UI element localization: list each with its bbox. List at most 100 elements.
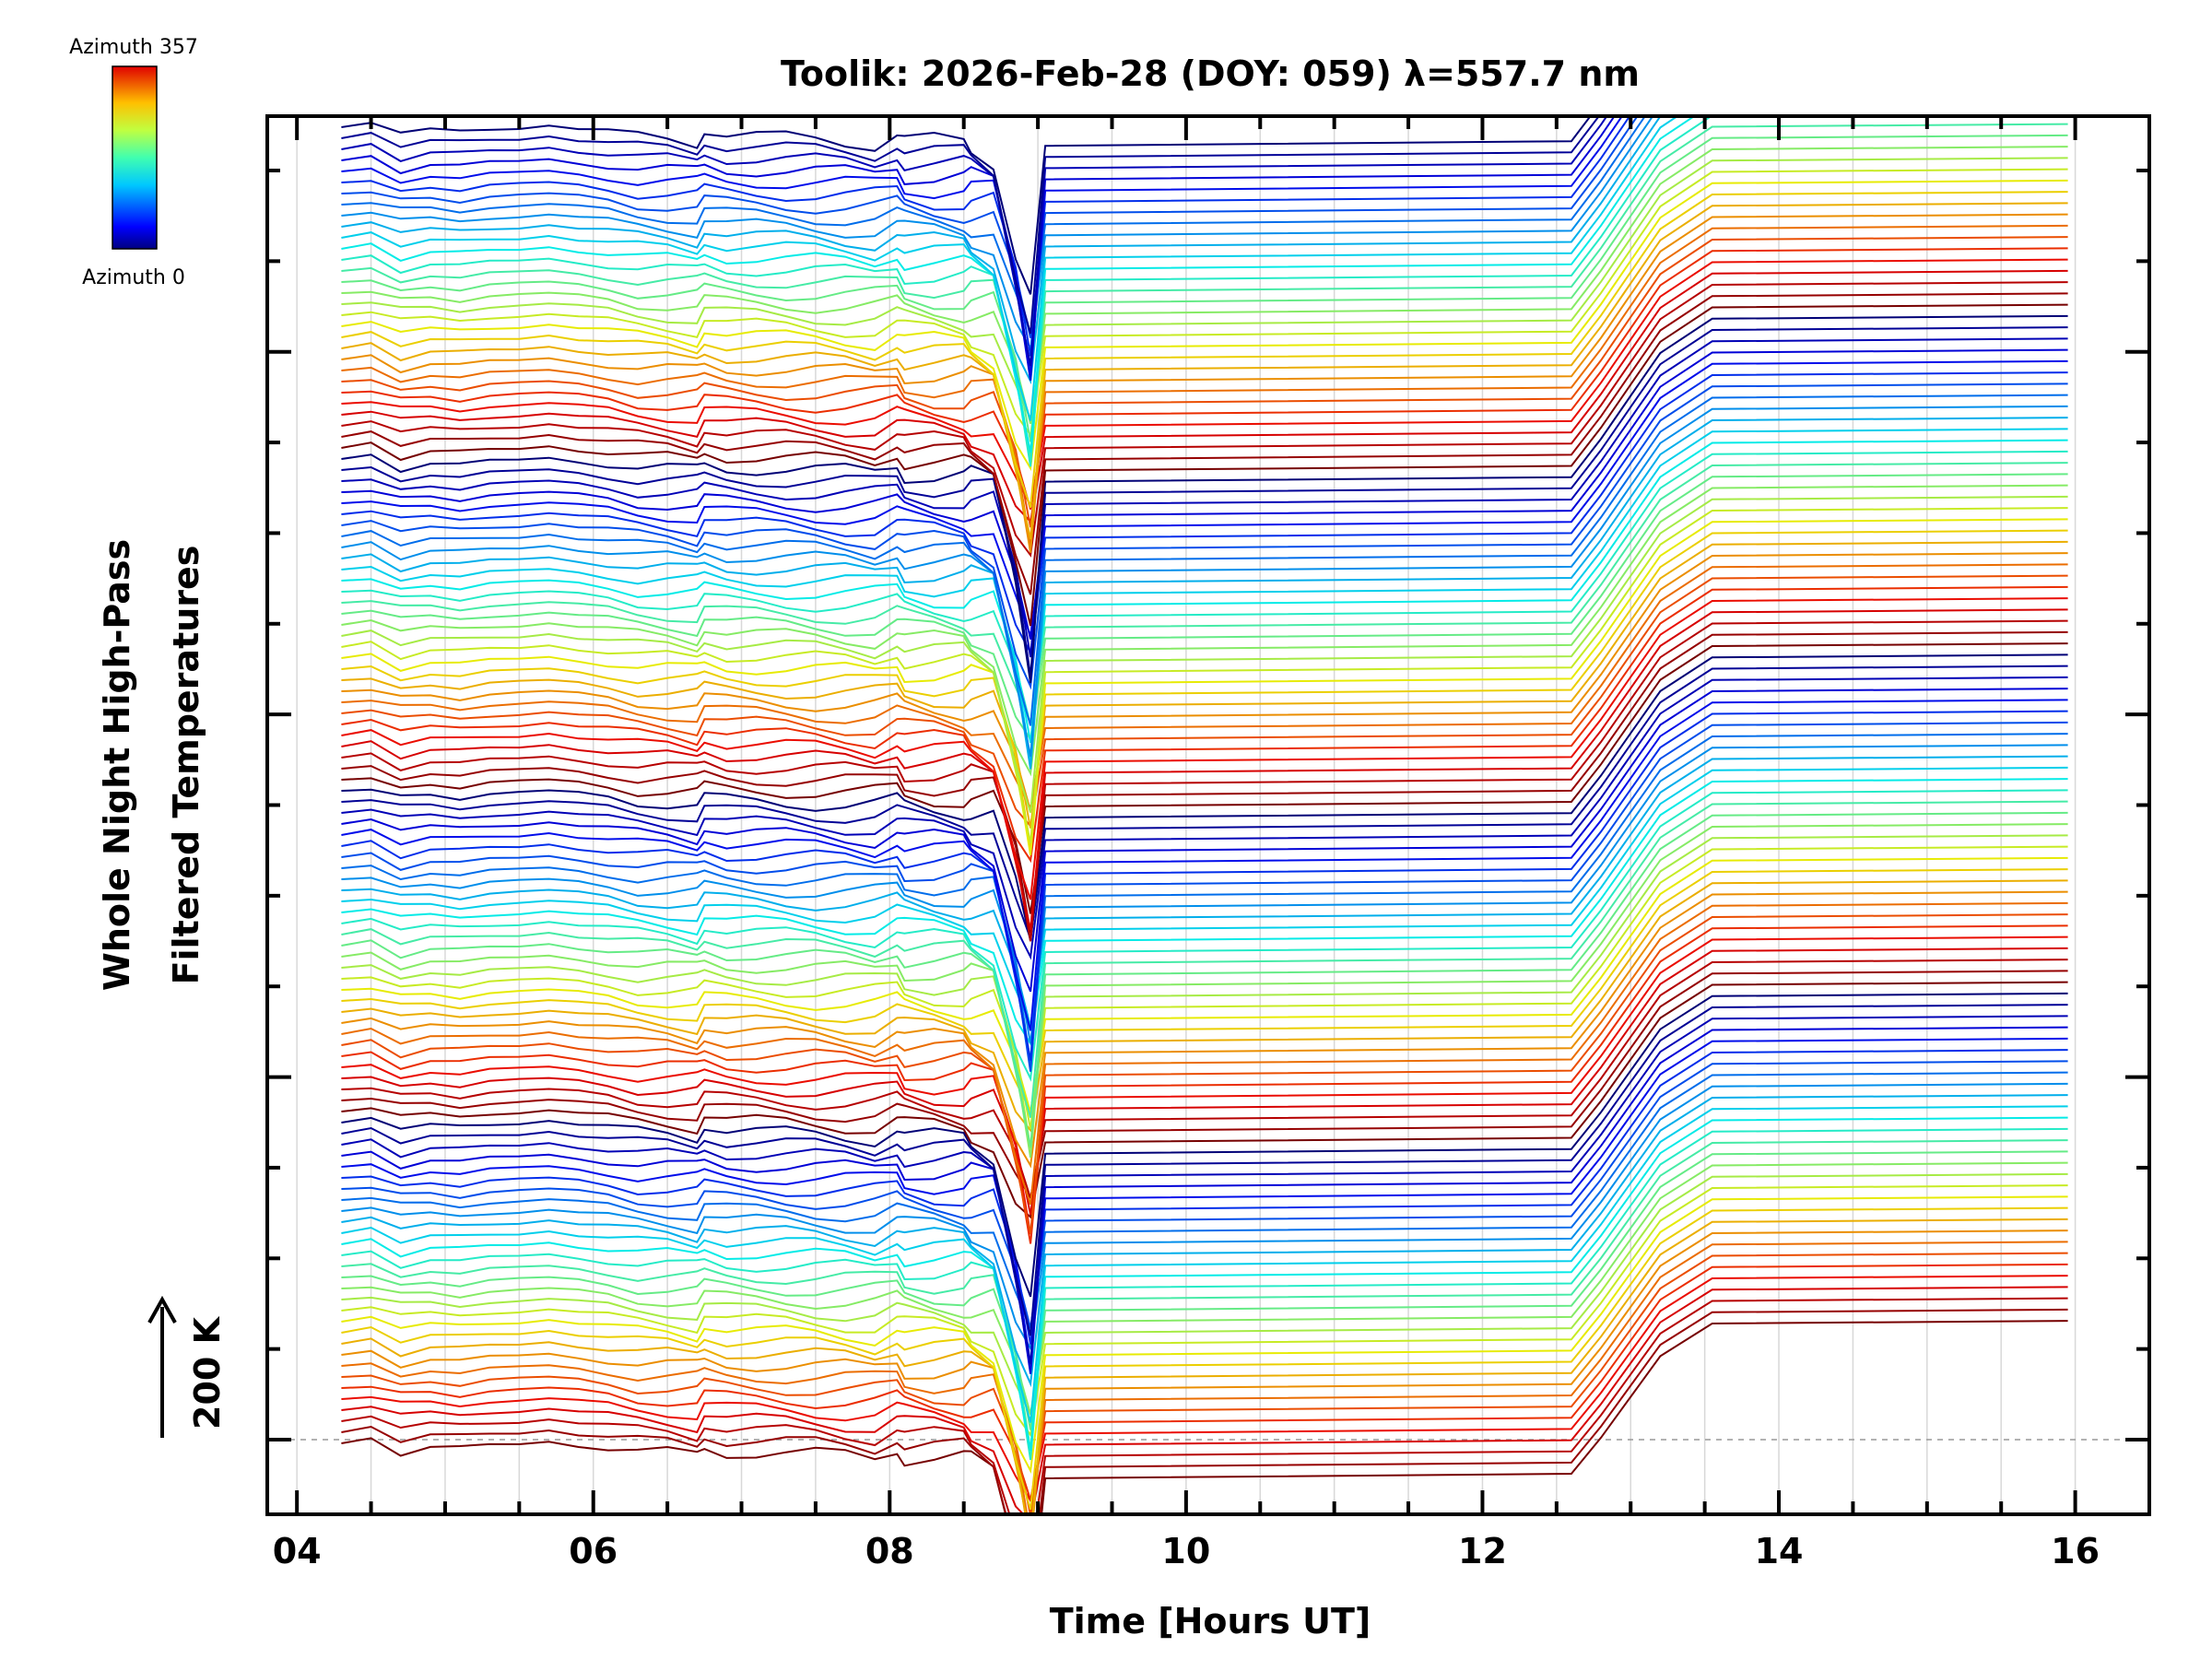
azimuth-trace xyxy=(341,1241,2068,1514)
azimuth-trace xyxy=(341,823,2068,1159)
azimuth-trace xyxy=(341,1263,2068,1500)
azimuth-trace xyxy=(341,157,2068,423)
azimuth-trace xyxy=(341,913,2068,1234)
x-tick-label: 08 xyxy=(865,1531,914,1571)
azimuth-trace xyxy=(341,179,2068,472)
azimuth-trace xyxy=(341,992,2068,1298)
x-tick-labels: 04 06 08 10 12 14 16 xyxy=(273,1531,2100,1571)
azimuth-trace xyxy=(341,507,2068,844)
azimuth-trace xyxy=(341,574,2068,829)
x-tick-label: 14 xyxy=(1755,1531,1804,1571)
azimuth-trace xyxy=(341,1094,2068,1388)
azimuth-trace xyxy=(341,1195,2068,1474)
azimuth-trace xyxy=(341,1015,2068,1365)
azimuth-trace xyxy=(341,1060,2068,1329)
azimuth-trace xyxy=(341,450,2068,726)
plot-frame xyxy=(265,114,2151,1516)
azimuth-trace xyxy=(341,766,2068,1029)
azimuth-trace xyxy=(341,116,1647,334)
azimuth-trace xyxy=(341,630,2068,934)
azimuth-trace xyxy=(341,123,2068,461)
azimuth-trace xyxy=(341,1172,2068,1418)
azimuth-trace xyxy=(341,116,1631,357)
azimuth-trace xyxy=(341,116,1663,385)
azimuth-trace xyxy=(341,116,1592,295)
axis-ticks xyxy=(267,116,2149,1514)
colorbar-top-label: Azimuth 357 xyxy=(69,36,198,59)
azimuth-trace xyxy=(341,484,2068,777)
azimuth-trace xyxy=(341,890,2068,1169)
azimuth-trace xyxy=(341,845,2068,1130)
azimuth-trace xyxy=(341,518,2068,856)
azimuth-trace xyxy=(341,269,2068,524)
azimuth-trace xyxy=(341,619,2068,942)
azimuth-trace xyxy=(341,116,1749,467)
azimuth-trace xyxy=(341,1026,2068,1374)
azimuth-trace xyxy=(341,1297,2068,1514)
azimuth-trace xyxy=(341,236,2068,528)
azimuth-trace xyxy=(341,224,2068,547)
azimuth-trace xyxy=(341,800,2068,1118)
azimuth-trace xyxy=(341,834,2068,1149)
x-tick-label: 04 xyxy=(273,1531,322,1571)
x-axis-label: Time [Hours UT] xyxy=(1050,1601,1371,1641)
azimuth-trace xyxy=(341,394,2068,726)
azimuth-trace xyxy=(341,146,2068,424)
azimuth-trace xyxy=(341,901,2068,1206)
azimuth-trace xyxy=(341,721,2068,1072)
azimuth-trace xyxy=(341,326,2068,677)
azimuth-trace xyxy=(341,665,2068,939)
azimuth-trace xyxy=(341,371,2068,656)
azimuth-trace xyxy=(341,1320,2068,1514)
azimuth-trace xyxy=(341,710,2068,1061)
azimuth-trace xyxy=(341,1275,2068,1503)
azimuth-trace xyxy=(341,359,2068,637)
azimuth-trace xyxy=(341,428,2068,762)
azimuth-trace xyxy=(341,1071,2068,1332)
azimuth-trace xyxy=(341,462,2068,726)
plot-series xyxy=(341,116,2068,1514)
y-axis-label-line2: Filtered Temperatures xyxy=(166,546,206,985)
azimuth-trace xyxy=(341,868,2068,1114)
azimuth-trace xyxy=(341,303,2068,627)
chart-title: Toolik: 2026-Feb-28 (DOY: 059) λ=557.7 n… xyxy=(781,53,1640,94)
azimuth-trace xyxy=(341,1004,2068,1336)
azimuth-trace xyxy=(341,417,2068,770)
azimuth-trace xyxy=(341,1037,2068,1365)
azimuth-trace xyxy=(341,116,1616,381)
azimuth-trace xyxy=(341,608,2068,931)
azimuth-trace xyxy=(341,473,2068,742)
azimuth-trace xyxy=(341,778,2068,1047)
azimuth-trace xyxy=(341,247,2068,510)
azimuth-trace xyxy=(341,1206,2068,1511)
azimuth-trace xyxy=(341,116,1679,421)
azimuth-trace xyxy=(341,947,2068,1216)
azimuth-trace xyxy=(341,970,2068,1200)
azimuth-trace xyxy=(341,116,1601,335)
azimuth-trace xyxy=(341,405,2068,758)
azimuth-trace xyxy=(341,1308,2068,1514)
azimuth-trace xyxy=(341,699,2068,1031)
azimuth-trace xyxy=(341,134,2068,442)
azimuth-trace xyxy=(341,191,2068,509)
azimuth-trace xyxy=(341,924,2068,1244)
azimuth-trace xyxy=(341,439,2068,743)
scale-arrow xyxy=(147,1295,177,1438)
azimuth-trace xyxy=(341,1252,2068,1514)
azimuth-trace xyxy=(341,1218,2068,1514)
azimuth-trace xyxy=(341,597,2068,900)
azimuth-trace xyxy=(341,258,2068,509)
azimuth-trace xyxy=(341,1150,2068,1430)
azimuth-trace xyxy=(341,1082,2068,1351)
azimuth-trace xyxy=(341,202,2068,540)
azimuth-trace xyxy=(341,688,2068,993)
azimuth-trace xyxy=(341,116,1608,367)
azimuth-trace xyxy=(341,1105,2068,1423)
azimuth-trace xyxy=(341,1116,2068,1452)
azimuth-trace xyxy=(341,540,2068,829)
azimuth-trace xyxy=(341,495,2068,813)
azimuth-trace xyxy=(341,1184,2068,1438)
azimuth-trace xyxy=(341,585,2068,864)
azimuth-trace xyxy=(341,337,2068,658)
azimuth-trace xyxy=(341,879,2068,1133)
